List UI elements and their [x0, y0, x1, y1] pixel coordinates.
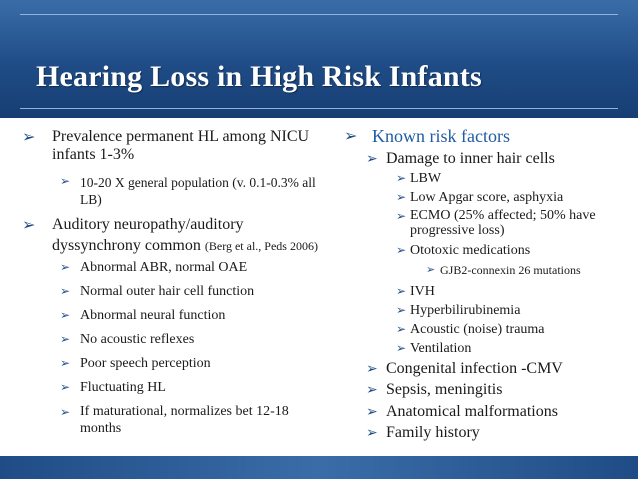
risk-text: Congenital infection -CMV: [386, 359, 563, 377]
banner-divider-bottom: [20, 108, 618, 109]
sub-item-text: Normal outer hair cell function: [80, 284, 255, 300]
arrow-bullet-icon: ➢: [60, 356, 71, 371]
general-population-text: 10-20 X general population (v. 0.1-0.3% …: [80, 174, 316, 208]
list-item: ➢ Sepsis, meningitis: [344, 381, 634, 399]
damage-text: Damage to inner hair cells: [386, 149, 555, 167]
prevalence-text: Prevalence permanent HL among NICU infan…: [52, 128, 310, 164]
arrow-bullet-icon: ➢: [396, 302, 407, 317]
risk-text: Acoustic (noise) trauma: [410, 321, 545, 337]
arrow-bullet-icon: ➢: [60, 332, 71, 347]
arrow-bullet-icon: ➢: [396, 321, 407, 336]
list-item: ➢ Damage to inner hair cells: [344, 150, 634, 168]
risk-text: Ototoxic medications: [410, 242, 531, 258]
sub-item-text: If maturational, normalizes bet 12-18 mo…: [80, 404, 289, 437]
arrow-bullet-icon: ➢: [60, 380, 71, 395]
list-item: ➢ Abnormal neural function: [22, 308, 322, 332]
list-item: ➢ If maturational, normalizes bet 12-18 …: [22, 404, 322, 438]
arrow-bullet-icon: ➢: [60, 173, 71, 188]
sub-item-text: Poor speech perception: [80, 356, 211, 372]
right-column: ➢ Known risk factors ➢ Damage to inner h…: [344, 124, 634, 442]
arrow-bullet-icon: ➢: [396, 340, 407, 355]
risk-text: Hyperbilirubinemia: [410, 302, 521, 318]
risk-text: Family history: [386, 424, 480, 442]
list-item: ➢ LBW: [344, 171, 634, 187]
list-item: ➢ Congenital infection -CMV: [344, 360, 634, 378]
sub-item-text: Abnormal neural function: [80, 308, 226, 324]
auditory-neuropathy-label: Auditory neuropathy/auditory dyssynchron…: [52, 215, 244, 254]
arrow-bullet-icon: ➢: [396, 242, 407, 257]
sub-list: ➢ Abnormal ABR, normal OAE ➢ Normal oute…: [22, 260, 322, 438]
list-item: ➢ Auditory neuropathy/auditory dyssynchr…: [22, 215, 322, 257]
list-item: ➢ Abnormal ABR, normal OAE: [22, 260, 322, 284]
list-item: ➢ Prevalence permanent HL among NICU inf…: [22, 127, 322, 165]
arrow-bullet-icon: ➢: [366, 425, 378, 442]
arrow-bullet-icon: ➢: [60, 405, 71, 420]
list-item: ➢ Acoustic (noise) trauma: [344, 322, 634, 338]
arrow-bullet-icon: ➢: [366, 382, 378, 399]
arrow-bullet-icon: ➢: [60, 284, 71, 299]
arrow-bullet-icon: ➢: [366, 403, 378, 420]
risk-text: IVH: [410, 283, 435, 299]
arrow-bullet-icon: ➢: [426, 262, 436, 276]
title-banner: Hearing Loss in High Risk Infants: [0, 0, 638, 118]
arrow-bullet-icon: ➢: [396, 171, 407, 186]
risk-text: Anatomical malformations: [386, 402, 558, 420]
list-item: ➢ Hyperbilirubinemia: [344, 303, 634, 319]
risk-text: ECMO (25% affected; 50% have progressive…: [410, 208, 596, 238]
risk-text: Ventilation: [410, 340, 472, 356]
list-item: ➢ Anatomical malformations: [344, 403, 634, 421]
arrow-bullet-icon: ➢: [344, 126, 358, 145]
arrow-bullet-icon: ➢: [22, 214, 36, 234]
list-item: ➢ 10-20 X general population (v. 0.1-0.3…: [22, 174, 322, 209]
auditory-neuropathy-text: Auditory neuropathy/auditory dyssynchron…: [52, 215, 322, 257]
footer-bar: [0, 456, 638, 479]
list-item: ➢ ECMO (25% affected; 50% have progressi…: [344, 208, 616, 238]
list-item: ➢ No acoustic reflexes: [22, 332, 322, 356]
slide-title: Hearing Loss in High Risk Infants: [36, 60, 482, 93]
risk-text: Low Apgar score, asphyxia: [410, 190, 564, 206]
sub-item-text: No acoustic reflexes: [80, 332, 195, 348]
list-item: ➢ Poor speech perception: [22, 356, 322, 380]
left-column: ➢ Prevalence permanent HL among NICU inf…: [22, 124, 322, 438]
list-item: ➢ Fluctuating HL: [22, 380, 322, 404]
list-item: ➢ Known risk factors: [344, 126, 634, 147]
sub-item-text: Abnormal ABR, normal OAE: [80, 260, 248, 276]
arrow-bullet-icon: ➢: [396, 283, 407, 298]
arrow-bullet-icon: ➢: [366, 360, 378, 377]
arrow-bullet-icon: ➢: [366, 150, 378, 167]
citation-text: (Berg et al., Peds 2006): [204, 238, 318, 253]
arrow-bullet-icon: ➢: [60, 260, 71, 275]
risk-text: LBW: [410, 171, 442, 187]
list-item: ➢ Ototoxic medications: [344, 243, 634, 259]
arrow-bullet-icon: ➢: [60, 308, 71, 323]
list-item: ➢ Normal outer hair cell function: [22, 284, 322, 308]
list-item: ➢ Family history: [344, 424, 634, 442]
arrow-bullet-icon: ➢: [396, 209, 407, 224]
banner-divider-top: [20, 14, 618, 15]
list-item: ➢ Ventilation: [344, 341, 634, 357]
risk-text: GJB2-connexin 26 mutations: [440, 262, 581, 277]
sub-item-text: Fluctuating HL: [80, 380, 166, 396]
arrow-bullet-icon: ➢: [22, 127, 36, 146]
list-item: ➢ GJB2-connexin 26 mutations: [344, 262, 634, 278]
list-item: ➢ Low Apgar score, asphyxia: [344, 190, 634, 206]
arrow-bullet-icon: ➢: [396, 190, 407, 205]
list-item: ➢ IVH: [344, 284, 634, 300]
risk-text: Sepsis, meningitis: [386, 381, 503, 399]
known-risk-factors-heading: Known risk factors: [372, 126, 510, 146]
